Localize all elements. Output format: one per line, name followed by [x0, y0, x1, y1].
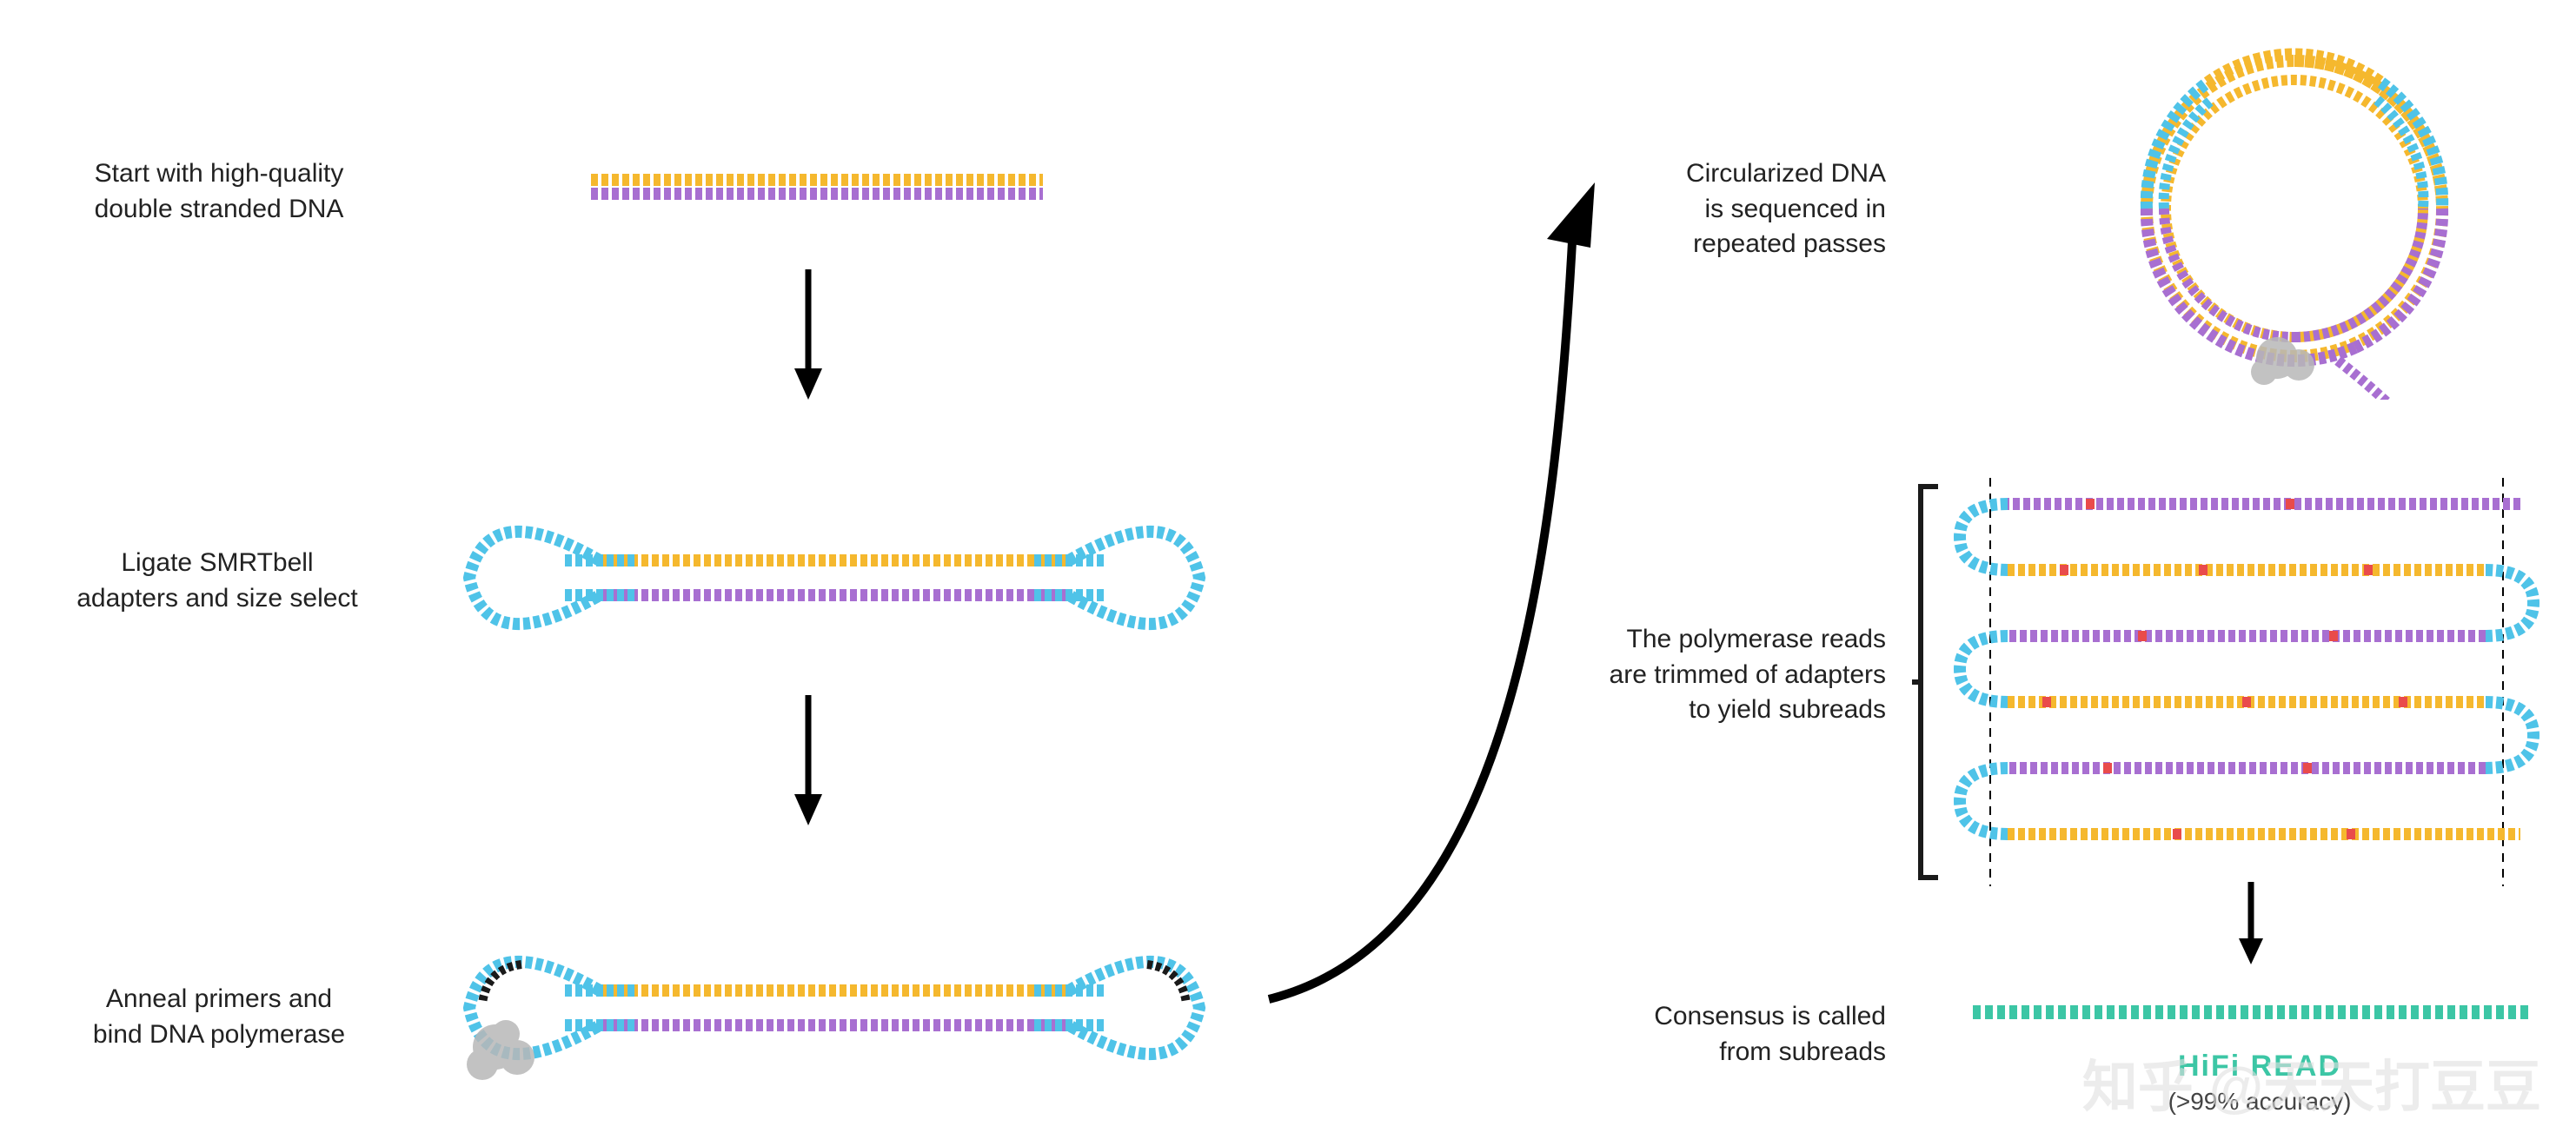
step3-illustration [435, 934, 1234, 1090]
step4-illustration [2112, 35, 2477, 400]
step1-line2: double stranded DNA [95, 195, 344, 223]
step2-line1: Ligate SMRTbell [121, 548, 313, 577]
step2-illustration [435, 504, 1234, 652]
step1-illustration [591, 169, 1043, 204]
step2-label: Ligate SMRTbell adapters and size select [35, 546, 400, 616]
step1-line1: Start with high-quality [95, 159, 344, 188]
step3-line2: bind DNA polymerase [93, 1020, 345, 1049]
step1-label: Start with high-quality double stranded … [45, 156, 393, 227]
step4-line1: Circularized DNA [1686, 159, 1886, 188]
step3-label: Anneal primers and bind DNA polymerase [37, 982, 402, 1052]
step5-illustration [1912, 452, 2546, 912]
step6-illustration [1973, 999, 2529, 1025]
arrow-5-6 [2225, 878, 2277, 973]
step4-line2: is sequenced in [1705, 195, 1886, 223]
arrow-2-3 [782, 686, 834, 834]
step4-line3: repeated passes [1693, 229, 1886, 258]
diagram-root: Start with high-quality double stranded … [0, 0, 2576, 1133]
step6-line2: from subreads [1719, 1037, 1886, 1066]
arrow-1-2 [782, 261, 834, 408]
step2-line2: adapters and size select [76, 584, 358, 613]
arrow-curved-main [1251, 122, 1703, 1043]
watermark: 知乎 @天天打豆豆 [2082, 1043, 2541, 1123]
step5-line3: to yield subreads [1689, 695, 1886, 724]
step3-line1: Anneal primers and [106, 984, 332, 1013]
